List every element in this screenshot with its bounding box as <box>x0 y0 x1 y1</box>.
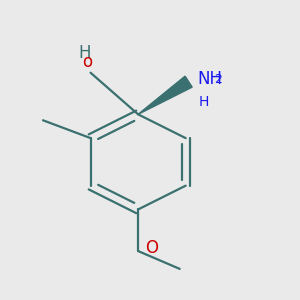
Text: H: H <box>198 95 209 109</box>
Text: NH: NH <box>198 70 223 88</box>
Text: o: o <box>82 53 93 71</box>
Polygon shape <box>138 76 192 114</box>
Text: O: O <box>146 239 158 257</box>
Text: 2: 2 <box>214 73 222 86</box>
Text: H: H <box>78 44 91 62</box>
